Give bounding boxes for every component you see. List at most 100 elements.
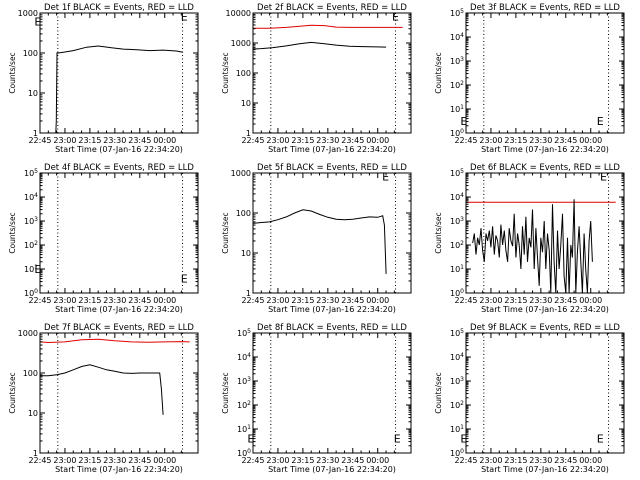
- x-tick-label: 00:00: [579, 456, 602, 465]
- x-tick-label: 00:00: [153, 456, 176, 465]
- chart-panel-7: Det 7f BLACK = Events, RED = LLD 1 10 100 10…: [8, 323, 199, 474]
- x-tick-label: 23:30: [316, 296, 339, 305]
- chart-panel-3: Det 3f BLACK = Events, RED = LLD 100 101 10…: [434, 3, 625, 154]
- y-tick-label: 103: [450, 56, 464, 66]
- x-tick-label: 23:15: [504, 296, 527, 305]
- x-axis-label: Start Time (07-Jan-16 22:34:20): [55, 465, 183, 474]
- event-marker-label: E: [460, 433, 467, 446]
- y-tick-label: 101: [450, 264, 464, 274]
- event-marker-label: E: [392, 11, 399, 24]
- y-tick-label: 102: [450, 400, 464, 410]
- x-axis-label: Start Time (07-Jan-16 22:34:20): [481, 465, 609, 474]
- x-tick-label: 00:00: [153, 296, 176, 305]
- x-tick-label: 23:00: [266, 136, 289, 145]
- x-tick-label: 23:30: [529, 456, 552, 465]
- y-tick-label: 104: [450, 32, 464, 42]
- x-tick-label: 23:15: [291, 456, 314, 465]
- chart-panel-6: Det 6f BLACK = Events, RED = LLD 100 101 10…: [434, 163, 625, 314]
- x-tick-label: 23:45: [128, 136, 151, 145]
- y-tick-label: 1: [33, 129, 38, 138]
- x-tick-label: 23:30: [529, 136, 552, 145]
- x-tick-label: 23:45: [554, 456, 577, 465]
- y-tick-label: 1: [246, 289, 251, 298]
- chart-title: Det 8f BLACK = Events, RED = LLD: [257, 323, 407, 333]
- y-tick-label: 103: [450, 376, 464, 386]
- y-tick-label: 105: [450, 168, 464, 178]
- x-tick-label: 23:00: [479, 456, 502, 465]
- y-tick-label: 100: [23, 49, 38, 58]
- y-axis-label: Counts/sec: [434, 372, 443, 413]
- events-series-line: [55, 45, 184, 133]
- x-tick-label: 23:15: [291, 136, 314, 145]
- y-tick-label: 103: [450, 216, 464, 226]
- x-tick-label: 22:45: [241, 296, 264, 305]
- x-tick-label: 23:45: [554, 296, 577, 305]
- x-tick-label: 23:45: [128, 296, 151, 305]
- x-tick-label: 23:15: [78, 136, 101, 145]
- y-tick-label: 102: [24, 240, 38, 250]
- chart-title: Det 9f BLACK = Events, RED = LLD: [470, 323, 620, 333]
- y-axis-label: Counts/sec: [221, 372, 230, 413]
- chart-title: Det 2f BLACK = Events, RED = LLD: [257, 3, 407, 13]
- x-axis-label: Start Time (07-Jan-16 22:34:20): [481, 145, 609, 154]
- x-tick-label: 23:30: [316, 456, 339, 465]
- x-tick-label: 22:45: [454, 296, 477, 305]
- y-tick-label: 100: [237, 448, 251, 458]
- y-tick-label: 100: [450, 448, 464, 458]
- x-tick-label: 23:45: [341, 136, 364, 145]
- y-tick-label: 100: [24, 288, 38, 298]
- y-tick-label: 100: [236, 69, 251, 78]
- y-tick-label: 100: [450, 128, 464, 138]
- y-tick-label: 102: [237, 400, 251, 410]
- x-tick-label: 23:45: [128, 456, 151, 465]
- x-tick-label: 23:30: [103, 136, 126, 145]
- x-tick-label: 23:00: [479, 296, 502, 305]
- x-tick-label: 23:00: [266, 456, 289, 465]
- y-tick-label: 1: [246, 129, 251, 138]
- x-tick-label: 22:45: [454, 456, 477, 465]
- y-tick-label: 102: [450, 240, 464, 250]
- event-marker-label: E: [34, 15, 41, 28]
- event-marker-label: E: [181, 273, 188, 286]
- x-axis-label: Start Time (07-Jan-16 22:34:20): [481, 305, 609, 314]
- y-tick-label: 1000: [231, 39, 251, 48]
- y-tick-label: 104: [450, 352, 464, 362]
- y-tick-label: 10: [241, 249, 251, 258]
- x-tick-label: 23:00: [53, 136, 76, 145]
- y-tick-label: 101: [450, 104, 464, 114]
- y-tick-label: 1000: [18, 9, 38, 18]
- chart-panel-1: Det 1f BLACK = Events, RED = LLD 1 10 100 10…: [8, 3, 199, 154]
- events-series-line: [40, 364, 164, 415]
- chart-title: Det 4f BLACK = Events, RED = LLD: [44, 163, 194, 173]
- plot-frame: [39, 172, 199, 294]
- events-series-line: [253, 209, 387, 274]
- x-tick-label: 23:15: [504, 456, 527, 465]
- plot-frame: [252, 332, 412, 454]
- y-tick-label: 10: [28, 409, 38, 418]
- x-tick-label: 23:45: [554, 136, 577, 145]
- x-tick-label: 23:15: [78, 296, 101, 305]
- events-series-line: [253, 41, 387, 50]
- event-marker-label: E: [382, 171, 389, 184]
- x-tick-label: 22:45: [241, 136, 264, 145]
- y-tick-label: 100: [450, 288, 464, 298]
- chart-panel-5: Det 5f BLACK = Events, RED = LLD 1 10 100 10…: [221, 163, 412, 314]
- y-axis-label: Counts/sec: [8, 372, 17, 413]
- x-tick-label: 22:45: [241, 456, 264, 465]
- plot-frame: [39, 332, 199, 454]
- x-tick-label: 23:30: [103, 296, 126, 305]
- x-tick-label: 22:45: [454, 136, 477, 145]
- chart-title: Det 6f BLACK = Events, RED = LLD: [470, 163, 620, 173]
- x-tick-label: 22:45: [28, 456, 51, 465]
- y-axis-label: Counts/sec: [8, 212, 17, 253]
- x-tick-label: 22:45: [28, 136, 51, 145]
- y-tick-label: 101: [24, 264, 38, 274]
- lld-series-line: [40, 338, 190, 344]
- event-marker-label: E: [597, 433, 604, 446]
- x-tick-label: 23:15: [504, 136, 527, 145]
- x-axis-label: Start Time (07-Jan-16 22:34:20): [268, 305, 396, 314]
- y-tick-label: 101: [450, 424, 464, 434]
- plot-frame: [39, 12, 199, 134]
- chart-panel-4: Det 4f BLACK = Events, RED = LLD 100 101 10…: [8, 163, 199, 314]
- y-tick-label: 104: [237, 352, 251, 362]
